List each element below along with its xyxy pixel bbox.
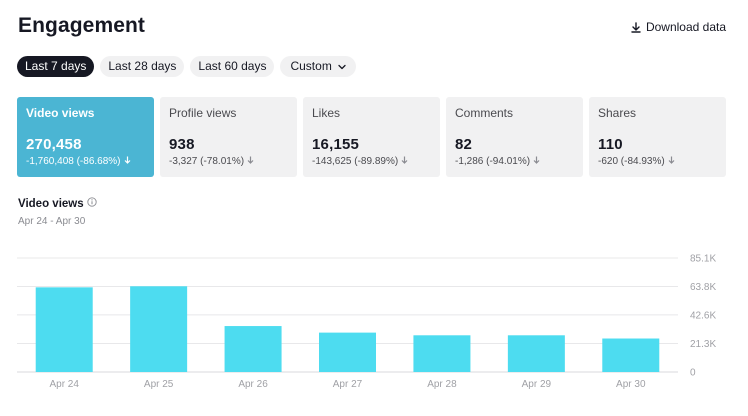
range-last-60-days[interactable]: Last 60 days [190, 56, 275, 77]
y-tick-label: 85.1K [690, 254, 716, 265]
bar[interactable] [507, 335, 565, 372]
download-data-label: Download data [645, 20, 726, 34]
metric-cards: Video views 270,458 -1,760,408 (-86.68%)… [17, 97, 726, 177]
card-delta-text: -1,286 (-94.01%) [455, 156, 531, 167]
x-tick-label: Apr 24 [49, 379, 79, 390]
card-video-views[interactable]: Video views 270,458 -1,760,408 (-86.68%) [17, 97, 154, 177]
download-data-button[interactable]: Download data [631, 20, 726, 34]
bar[interactable] [130, 286, 188, 372]
x-tick-label: Apr 25 [144, 379, 174, 390]
card-delta: -3,327 (-78.01%) [169, 156, 254, 167]
y-tick-label: 42.6K [690, 310, 716, 321]
chart-date-range: Apr 24 - Apr 30 [18, 216, 86, 227]
x-tick-label: Apr 28 [427, 379, 457, 390]
card-value: 938 [169, 136, 195, 153]
y-tick-label: 21.3K [690, 339, 716, 350]
chart-heading: Video views [18, 197, 97, 210]
arrow-down-icon [247, 156, 254, 167]
bar[interactable] [224, 326, 282, 372]
custom-label: Custom [290, 59, 332, 73]
date-range-selector: Last 7 days Last 28 days Last 60 days Cu… [17, 56, 356, 77]
arrow-down-icon [124, 156, 131, 167]
card-label: Profile views [169, 106, 237, 120]
bar[interactable] [602, 338, 660, 372]
range-custom-dropdown[interactable]: Custom [280, 56, 356, 77]
x-tick-label: Apr 27 [333, 379, 363, 390]
video-views-bar-chart: 0 21.3K 42.6K 63.8K 85.1K Apr 24 Apr 25 Apr 26 A… [17, 254, 716, 390]
download-icon [631, 21, 641, 33]
chevron-down-icon [338, 56, 346, 77]
card-value: 270,458 [26, 136, 82, 153]
range-last-28-days[interactable]: Last 28 days [100, 56, 185, 77]
arrow-down-icon [533, 156, 540, 167]
card-delta-text: -1,760,408 (-86.68%) [26, 156, 121, 167]
card-shares[interactable]: Shares 110 -620 (-84.93%) [589, 97, 726, 177]
card-value: 16,155 [312, 136, 360, 153]
card-profile-views[interactable]: Profile views 938 -3,327 (-78.01%) [160, 97, 297, 177]
bar[interactable] [35, 287, 93, 372]
range-last-7-days[interactable]: Last 7 days [17, 56, 95, 77]
y-tick-label: 0 [690, 368, 696, 379]
card-delta: -143,625 (-89.89%) [312, 156, 408, 167]
x-tick-label: Apr 26 [238, 379, 268, 390]
card-label: Shares [598, 106, 637, 120]
bar[interactable] [413, 335, 471, 372]
card-value: 110 [598, 136, 623, 153]
card-delta-text: -3,327 (-78.01%) [169, 156, 245, 167]
y-tick-label: 63.8K [690, 282, 716, 293]
info-icon[interactable] [86, 197, 97, 210]
card-comments[interactable]: Comments 82 -1,286 (-94.01%) [446, 97, 583, 177]
card-delta: -1,760,408 (-86.68%) [26, 156, 131, 167]
card-delta: -620 (-84.93%) [598, 156, 675, 167]
x-tick-label: Apr 29 [522, 379, 552, 390]
chart-heading-text: Video views [18, 197, 84, 210]
page-title: Engagement [18, 14, 146, 37]
card-likes[interactable]: Likes 16,155 -143,625 (-89.89%) [303, 97, 440, 177]
bar[interactable] [319, 332, 376, 372]
card-delta-text: -143,625 (-89.89%) [312, 156, 399, 167]
card-label: Likes [312, 106, 341, 120]
card-delta: -1,286 (-94.01%) [455, 156, 540, 167]
arrow-down-icon [668, 156, 675, 167]
card-value: 82 [455, 136, 473, 153]
card-label: Comments [455, 106, 514, 120]
x-tick-label: Apr 30 [616, 379, 646, 390]
arrow-down-icon [401, 156, 408, 167]
card-delta-text: -620 (-84.93%) [598, 156, 665, 167]
card-label: Video views [26, 106, 95, 120]
